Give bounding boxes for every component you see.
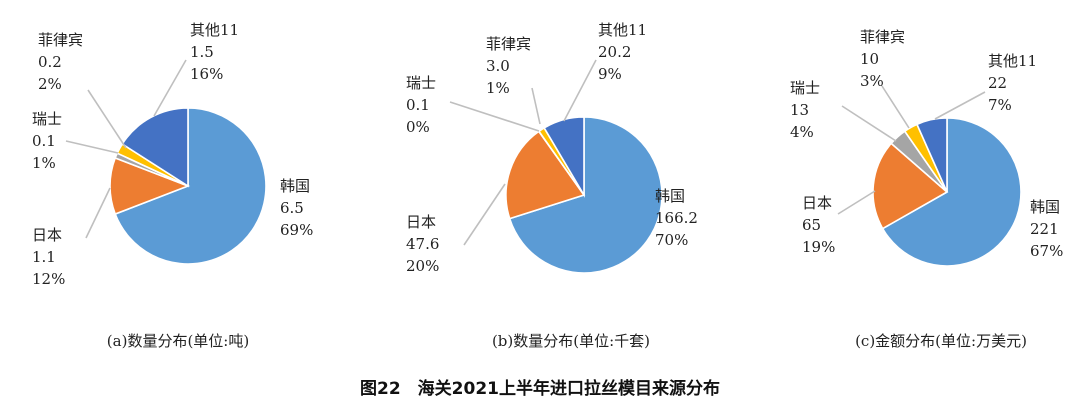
slice-name: 韩国 xyxy=(1030,198,1060,216)
data-label: 日本 65 19% xyxy=(802,194,835,256)
chart-caption: (a)数量分布(单位:吨) xyxy=(107,332,249,350)
slice-percent: 20% xyxy=(406,257,439,275)
data-label: 韩国 221 67% xyxy=(1030,198,1063,260)
data-label: 瑞士 0.1 1% xyxy=(32,110,62,172)
data-label: 日本 47.6 20% xyxy=(406,213,439,275)
slice-name: 瑞士 xyxy=(790,79,820,97)
data-label: 日本 1.1 12% xyxy=(32,226,65,288)
slice-name: 瑞士 xyxy=(32,110,62,128)
slice-percent: 3% xyxy=(860,72,884,90)
slice-percent: 70% xyxy=(655,231,688,249)
slice-name: 日本 xyxy=(802,194,832,212)
data-label: 菲律宾 0.2 2% xyxy=(38,31,83,93)
pie-slice xyxy=(121,107,189,188)
slice-value: 166.2 xyxy=(655,209,698,227)
slice-name: 日本 xyxy=(32,226,62,244)
slice-name: 其他11 xyxy=(988,52,1037,70)
slice-value: 3.0 xyxy=(486,57,510,75)
data-label: 韩国 6.5 69% xyxy=(280,177,313,239)
slice-name: 菲律宾 xyxy=(486,35,531,53)
leader-line xyxy=(841,105,897,142)
chart-caption: (b)数量分布(单位:千套) xyxy=(492,332,650,350)
slice-value: 6.5 xyxy=(280,199,304,217)
pie-chart-2: 韩国 166.2 70% 日本 47.6 20% 瑞士 0.1 0% 菲律宾 3.0 1% 其他11 20… xyxy=(406,21,698,350)
pie-slice xyxy=(872,142,949,230)
pie-slice xyxy=(915,117,948,193)
leader-line xyxy=(449,101,540,132)
pie-slice xyxy=(543,116,585,198)
slice-name: 韩国 xyxy=(280,177,310,195)
slice-value: 221 xyxy=(1030,220,1059,238)
leader-line xyxy=(934,91,986,120)
data-label: 菲律宾 3.0 1% xyxy=(486,35,531,97)
data-label: 瑞士 13 4% xyxy=(790,79,820,141)
slice-value: 0.1 xyxy=(32,132,56,150)
slice-value: 1.5 xyxy=(190,43,214,61)
data-label: 菲律宾 10 3% xyxy=(860,28,905,90)
figure-title: 图22 海关2021上半年进口拉丝模目来源分布 xyxy=(360,378,720,399)
leader-line xyxy=(87,89,127,149)
slice-value: 20.2 xyxy=(598,43,631,61)
slice-percent: 1% xyxy=(486,79,510,97)
data-label: 其他11 1.5 16% xyxy=(190,21,239,83)
slice-name: 其他11 xyxy=(598,21,647,39)
slice-percent: 2% xyxy=(38,75,62,93)
pie-chart-1: 韩国 6.5 69% 日本 1.1 12% 瑞士 0.1 1% 菲律宾 0.2 2% 其他11 1.5 16… xyxy=(32,21,313,350)
leader-line xyxy=(153,59,187,117)
slice-name: 韩国 xyxy=(655,187,685,205)
pie-slice xyxy=(881,117,1022,267)
pie-charts: 韩国 6.5 69% 日本 1.1 12% 瑞士 0.1 1% 菲律宾 0.2 2% 其他11 1.5 16… xyxy=(32,21,1063,350)
slice-value: 13 xyxy=(790,101,809,119)
slice-percent: 12% xyxy=(32,270,65,288)
slice-value: 0.2 xyxy=(38,53,62,71)
slice-percent: 1% xyxy=(32,154,56,172)
leader-line xyxy=(65,140,119,154)
slice-percent: 4% xyxy=(790,123,814,141)
slice-percent: 7% xyxy=(988,96,1012,114)
slice-percent: 69% xyxy=(280,221,313,239)
pie-slice xyxy=(114,107,267,265)
leader-line xyxy=(881,85,910,129)
pie-chart-3: 韩国 221 67% 日本 65 19% 瑞士 13 4% 菲律宾 10 3% 其他11 22 7% (c)金… xyxy=(790,28,1063,350)
slice-value: 47.6 xyxy=(406,235,439,253)
slice-name: 菲律宾 xyxy=(38,31,83,49)
slice-value: 0.1 xyxy=(406,96,430,114)
slice-value: 22 xyxy=(988,74,1007,92)
pie-slice xyxy=(508,116,663,274)
chart-caption: (c)金额分布(单位:万美元) xyxy=(855,332,1027,350)
slice-value: 1.1 xyxy=(32,248,56,266)
data-label: 韩国 166.2 70% xyxy=(655,187,698,249)
slice-value: 65 xyxy=(802,216,821,234)
slice-name: 瑞士 xyxy=(406,74,436,92)
slice-percent: 67% xyxy=(1030,242,1063,260)
pie-slice xyxy=(505,130,586,220)
leader-line xyxy=(85,187,111,239)
leader-line xyxy=(463,183,506,246)
slice-name: 菲律宾 xyxy=(860,28,905,46)
data-label: 其他11 20.2 9% xyxy=(598,21,647,83)
slice-value: 10 xyxy=(860,50,879,68)
data-label: 瑞士 0.1 0% xyxy=(406,74,436,136)
slice-percent: 0% xyxy=(406,118,430,136)
leader-line xyxy=(531,87,541,125)
slice-percent: 16% xyxy=(190,65,223,83)
leader-line xyxy=(837,190,876,215)
slice-name: 其他11 xyxy=(190,21,239,39)
leader-line xyxy=(563,59,597,122)
slice-percent: 9% xyxy=(598,65,622,83)
slice-percent: 19% xyxy=(802,238,835,256)
slice-name: 日本 xyxy=(406,213,436,231)
data-label: 其他11 22 7% xyxy=(988,52,1037,114)
